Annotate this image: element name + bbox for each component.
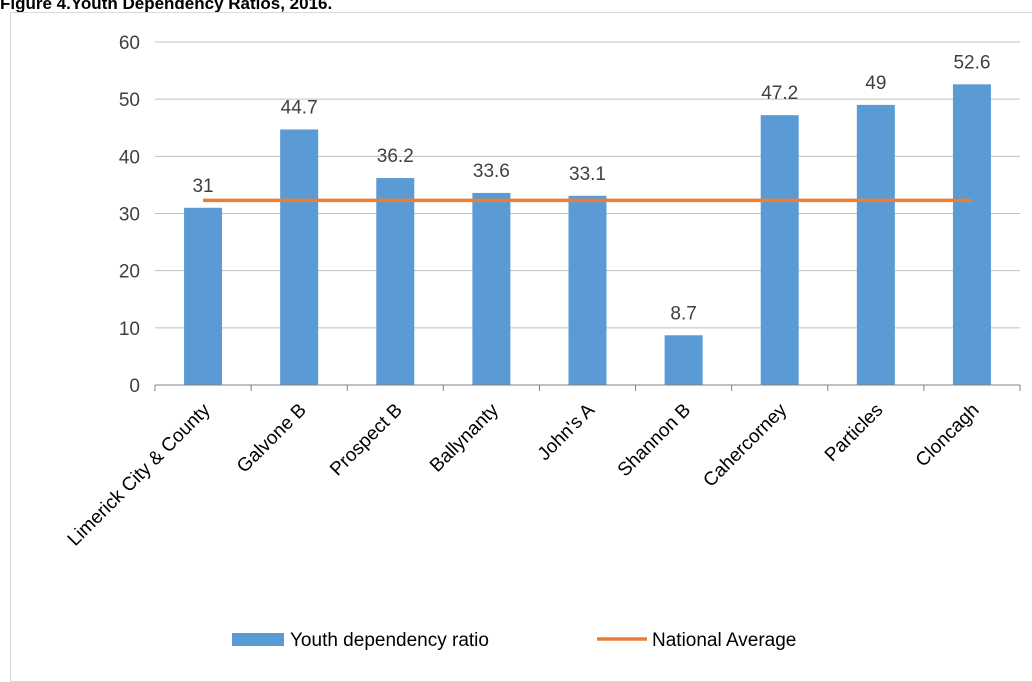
legend: Youth dependency ratio National Average bbox=[232, 630, 796, 651]
y-axis-ticks: 0 10 20 30 40 50 60 bbox=[119, 33, 140, 397]
data-label: 33.6 bbox=[473, 161, 510, 182]
y-tick-label: 0 bbox=[129, 376, 140, 397]
y-tick-label: 20 bbox=[119, 262, 140, 283]
y-tick-label: 50 bbox=[119, 90, 140, 111]
data-label: 49 bbox=[865, 73, 886, 94]
y-tick-label: 10 bbox=[119, 319, 140, 340]
category-label: Shannon B bbox=[614, 400, 695, 481]
data-labels: 31 44.7 36.2 33.6 33.1 8.7 47.2 49 52.6 bbox=[192, 52, 990, 324]
category-label: Cahercorney bbox=[699, 399, 791, 491]
bar bbox=[760, 115, 799, 385]
bar bbox=[568, 195, 607, 385]
data-label: 36.2 bbox=[377, 146, 414, 167]
category-label: Ballynanty bbox=[426, 399, 503, 476]
y-tick-label: 30 bbox=[119, 205, 140, 226]
y-tick-label: 60 bbox=[119, 33, 140, 54]
bars bbox=[184, 84, 991, 385]
category-label: Prospect B bbox=[326, 400, 407, 481]
bar bbox=[856, 104, 895, 385]
data-label: 44.7 bbox=[281, 97, 318, 118]
bar bbox=[664, 335, 703, 385]
data-label: 8.7 bbox=[670, 303, 696, 324]
y-tick-label: 40 bbox=[119, 147, 140, 168]
bar bbox=[376, 178, 415, 385]
category-label: Galvone B bbox=[233, 400, 311, 478]
x-axis bbox=[154, 384, 1021, 391]
bar bbox=[280, 129, 319, 385]
figure-title: Figure 4.Youth Dependency Ratios, 2016. bbox=[0, 0, 333, 13]
data-label: 52.6 bbox=[953, 52, 990, 73]
category-label: Limerick City & County bbox=[64, 399, 215, 550]
legend-label-youth-dependency-ratio: Youth dependency ratio bbox=[290, 630, 489, 651]
category-label: Cloncagh bbox=[912, 400, 984, 472]
data-label: 47.2 bbox=[761, 83, 798, 104]
category-label: Particles bbox=[821, 400, 887, 466]
bar bbox=[952, 84, 991, 385]
category-labels: Limerick City & County Galvone B Prospect … bbox=[64, 399, 984, 550]
bar bbox=[184, 207, 223, 385]
bar bbox=[472, 192, 511, 385]
legend-label-national-average: National Average bbox=[652, 630, 796, 651]
data-label: 33.1 bbox=[569, 164, 606, 185]
data-label: 31 bbox=[192, 176, 213, 197]
category-label: John's A bbox=[534, 399, 599, 464]
legend-swatch-youth-dependency-ratio bbox=[232, 633, 284, 646]
